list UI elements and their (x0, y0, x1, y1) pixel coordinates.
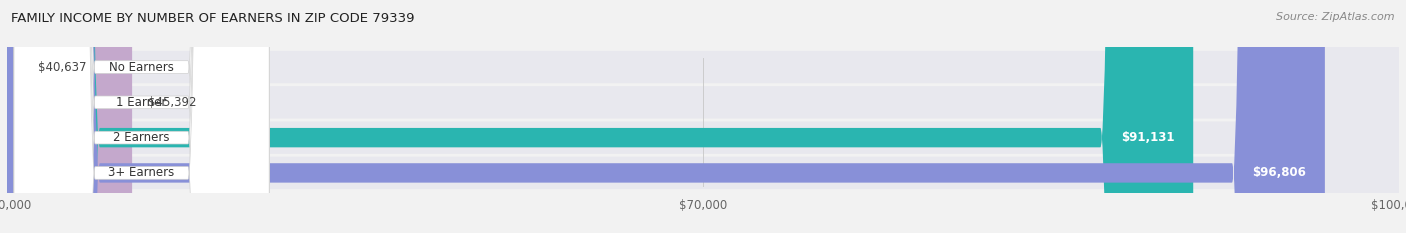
Text: 1 Earner: 1 Earner (117, 96, 167, 109)
FancyBboxPatch shape (14, 0, 269, 233)
FancyBboxPatch shape (14, 0, 269, 233)
FancyBboxPatch shape (7, 0, 1399, 233)
FancyBboxPatch shape (7, 0, 1399, 233)
FancyBboxPatch shape (7, 0, 1324, 233)
Text: No Earners: No Earners (110, 61, 174, 74)
Text: FAMILY INCOME BY NUMBER OF EARNERS IN ZIP CODE 79339: FAMILY INCOME BY NUMBER OF EARNERS IN ZI… (11, 12, 415, 25)
Text: Source: ZipAtlas.com: Source: ZipAtlas.com (1277, 12, 1395, 22)
FancyBboxPatch shape (7, 0, 1399, 233)
FancyBboxPatch shape (7, 0, 1194, 233)
Text: $91,131: $91,131 (1121, 131, 1174, 144)
Text: $45,392: $45,392 (149, 96, 197, 109)
Text: 2 Earners: 2 Earners (114, 131, 170, 144)
Text: 3+ Earners: 3+ Earners (108, 166, 174, 179)
Text: $40,637: $40,637 (38, 61, 87, 74)
FancyBboxPatch shape (14, 0, 269, 233)
Text: $96,806: $96,806 (1253, 166, 1306, 179)
FancyBboxPatch shape (7, 0, 132, 233)
FancyBboxPatch shape (0, 0, 100, 233)
FancyBboxPatch shape (7, 0, 1399, 233)
FancyBboxPatch shape (14, 0, 269, 233)
